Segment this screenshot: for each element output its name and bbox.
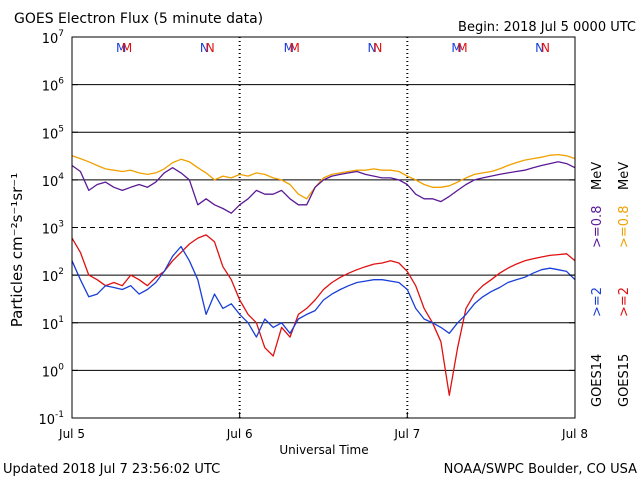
y-tick-label-3: 102: [42, 267, 64, 285]
legend-goes15-08mev: >=0.8: [617, 206, 632, 248]
x-tick-label-2: Jul 7: [393, 427, 420, 441]
y-tick-label-8: 107: [42, 29, 64, 47]
credit-text: NOAA/SWPC Boulder, CO USA: [444, 462, 637, 477]
x-axis-ticks: Jul 5 Jul 6 Jul 7 Jul 8: [58, 412, 588, 441]
y-tick-label-6: 105: [42, 124, 64, 142]
updated-timestamp: Updated 2018 Jul 7 23:56:02 UTC: [3, 462, 220, 477]
x-tick-label-0: Jul 5: [58, 427, 85, 441]
series-line-0: [71, 153, 576, 200]
y-tick-label-7: 106: [42, 77, 65, 95]
y-tick-label-2: 101: [42, 315, 64, 333]
marker-7: N: [373, 41, 382, 55]
legend-goes14-08mev: >=0.8: [590, 206, 605, 248]
series-line-3: [71, 245, 576, 338]
y-tick-label-1: 100: [42, 362, 65, 380]
y-tick-label-0: 10-1: [38, 410, 64, 428]
legend-unit-goes15: MeV: [617, 162, 632, 190]
marker-9: M: [457, 41, 467, 55]
y-tick-label-4: 103: [42, 220, 64, 238]
chart-title: GOES Electron Flux (5 minute data): [14, 11, 263, 27]
data-series: [71, 153, 576, 396]
x-tick-label-1: Jul 6: [226, 427, 253, 441]
series-line-1: [71, 161, 576, 214]
legend-unit-goes14: MeV: [590, 162, 605, 190]
y-axis-label: Particles cm⁻²s⁻¹sr⁻¹: [8, 173, 26, 327]
marker-11: N: [541, 41, 550, 55]
marker-4: M: [284, 41, 294, 55]
legend-goes15-2mev: >=2: [617, 287, 632, 317]
y-axis-ticks: 10-1 100 101 102 103 104 105 106 107: [38, 29, 575, 428]
legend-goes14-2mev: >=2: [590, 287, 605, 317]
marker-6: N: [368, 41, 377, 55]
legend-goes14: GOES14: [590, 354, 605, 407]
marker-1: M: [122, 41, 132, 55]
midnight-noon-markers: MM NN MM NN MM NN: [116, 41, 550, 55]
legend-goes15: GOES15: [617, 354, 632, 407]
begin-time: Begin: 2018 Jul 5 0000 UTC: [458, 20, 636, 35]
legend: GOES14 GOES15 >=2 >=2 >=0.8 >=0.8 MeV Me…: [590, 162, 632, 407]
marker-0: M: [116, 41, 126, 55]
marker-10: N: [535, 41, 544, 55]
y-tick-label-5: 104: [42, 172, 65, 190]
grid-lines: [72, 36, 575, 419]
marker-5: M: [290, 41, 300, 55]
x-tick-label-3: Jul 8: [561, 427, 588, 441]
marker-8: M: [451, 41, 461, 55]
marker-2: N: [200, 41, 209, 55]
x-axis-label: Universal Time: [279, 443, 368, 457]
series-line-2: [71, 234, 576, 396]
marker-3: N: [206, 41, 215, 55]
